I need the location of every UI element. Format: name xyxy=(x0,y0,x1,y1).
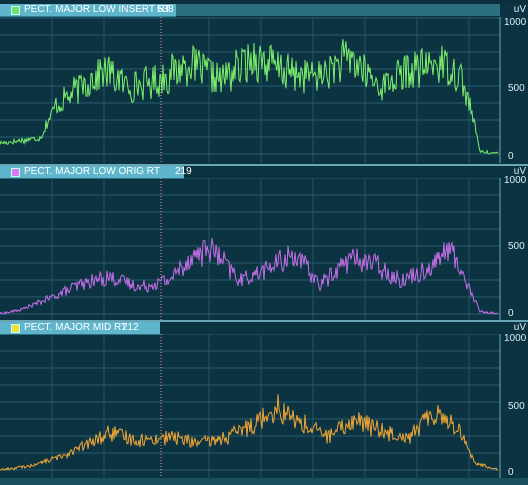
channel-name: PECT. MAJOR LOW INSERT RT xyxy=(24,4,171,15)
emg-trace xyxy=(0,238,499,315)
channel-title-bar[interactable]: PECT. MAJOR LOW INSERT RT 538 xyxy=(0,4,176,17)
emg-trace xyxy=(0,394,498,471)
unit-label: uV xyxy=(513,322,526,333)
y-tick-max: 1000 xyxy=(504,17,527,28)
channel-color-swatch-icon xyxy=(11,324,20,333)
emg-trace xyxy=(0,39,499,155)
panel-divider xyxy=(0,320,528,322)
channel-value: 219 xyxy=(175,166,192,177)
unit-label: uV xyxy=(513,166,526,177)
panel-divider xyxy=(0,164,528,166)
channel-color-swatch-icon xyxy=(11,168,20,177)
title-bar-extension xyxy=(176,4,500,16)
y-tick-max: 1000 xyxy=(504,175,527,186)
emg-channel-1: PECT. MAJOR LOW INSERT RT 538 uV 1000 50… xyxy=(0,4,528,164)
channel-name: PECT. MAJOR MID RT xyxy=(24,322,128,333)
y-tick-zero: 0 xyxy=(508,308,514,319)
emg-channel-2: PECT. MAJOR LOW ORIG RT 219 uV 1000 500 … xyxy=(0,166,528,320)
time-axis xyxy=(0,478,528,485)
y-tick-zero: 0 xyxy=(508,467,514,478)
channel-color-swatch-icon xyxy=(11,6,20,15)
emg-plot xyxy=(0,17,501,163)
emg-channel-3: PECT. MAJOR MID RT 212 uV 1000 500 0 xyxy=(0,322,528,478)
y-tick-zero: 0 xyxy=(508,151,514,162)
unit-label: uV xyxy=(513,4,526,15)
channel-name: PECT. MAJOR LOW ORIG RT xyxy=(24,166,160,177)
channel-value: 212 xyxy=(122,322,139,333)
y-tick-mid: 500 xyxy=(508,401,525,412)
y-tick-max: 1000 xyxy=(504,333,527,344)
channel-value: 538 xyxy=(157,4,174,15)
emg-plot xyxy=(0,334,501,478)
y-tick-mid: 500 xyxy=(508,83,525,94)
y-tick-mid: 500 xyxy=(508,241,525,252)
emg-plot xyxy=(0,178,501,320)
